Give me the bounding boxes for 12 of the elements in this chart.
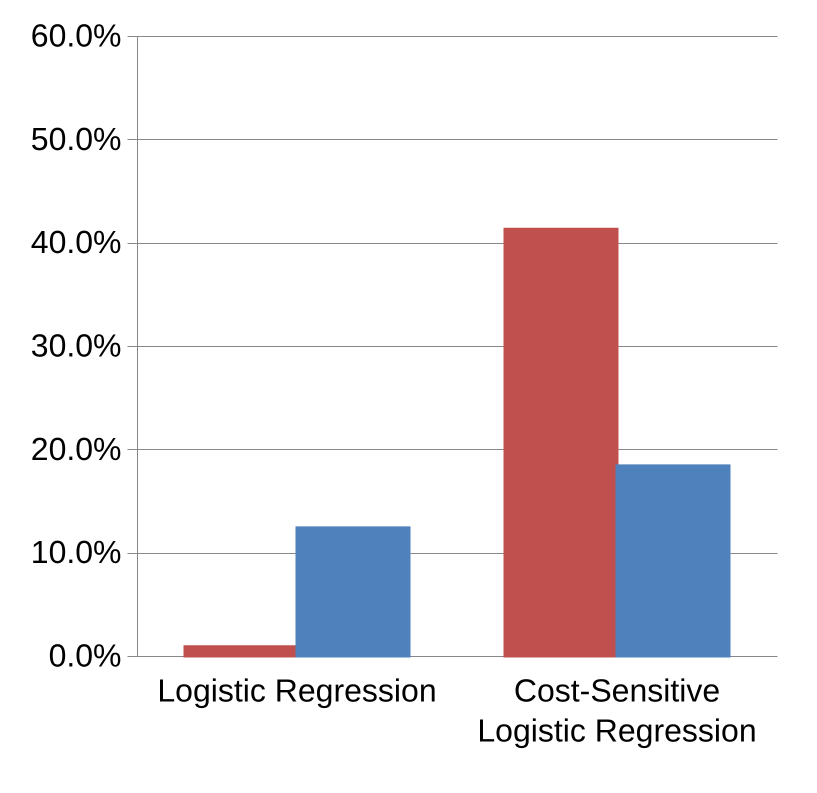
bar <box>296 526 410 658</box>
y-tick-label: 20.0% <box>30 430 122 467</box>
x-tick-label: Cost-Sensitive Logistic Regression <box>477 672 757 748</box>
bar <box>504 228 618 658</box>
y-tick-label: 10.0% <box>30 534 122 570</box>
y-tick-label: 0.0% <box>48 638 122 674</box>
y-tick-label: 50.0% <box>30 120 122 157</box>
y-tick-label: 40.0% <box>30 224 122 260</box>
y-tick-label: 60.0% <box>30 18 122 54</box>
y-tick-label: 30.0% <box>30 328 122 364</box>
bar <box>616 464 730 658</box>
x-tick-label: Logistic Regression <box>157 672 437 708</box>
